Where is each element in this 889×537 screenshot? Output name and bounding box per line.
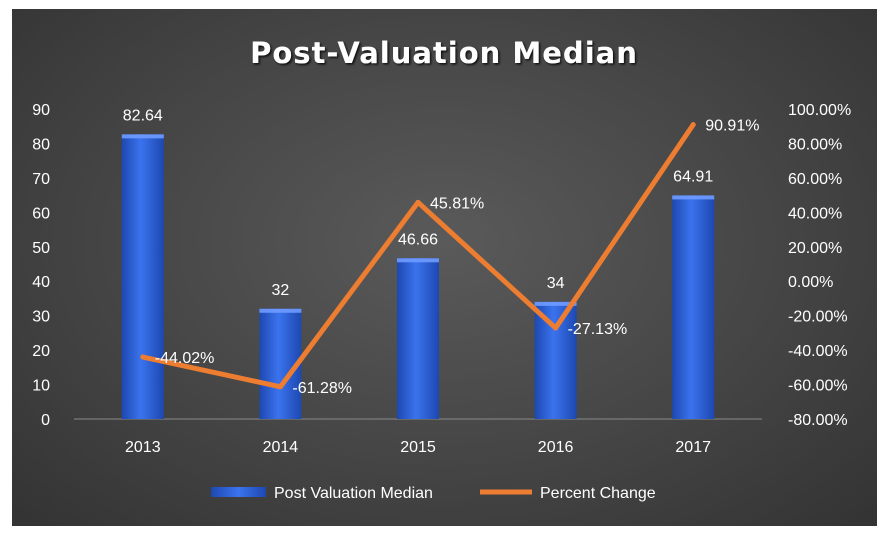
line-data-label: -44.02% [155,350,215,367]
bar-data-label: 34 [547,275,565,292]
legend-swatch-bar [211,487,266,497]
line-point [277,384,283,390]
left-axis-tick-label: 80 [32,136,50,153]
left-axis-tick-label: 60 [32,205,50,222]
line-point [553,325,559,331]
right-axis-tick-label: 60.00% [788,171,842,188]
left-axis-tick-label: 50 [32,240,50,257]
legend-label-bar: Post Valuation Median [274,485,433,502]
bar-data-label: 64.91 [673,168,713,185]
bar-top-highlight [534,301,577,306]
bar-top-highlight [121,134,164,139]
legend: Post Valuation Median Percent Change [211,485,656,502]
right-axis-tick-label: 40.00% [788,205,842,222]
bar-top-highlight [672,195,715,200]
left-axis-tick-label: 70 [32,171,50,188]
right-axis-tick-label: -40.00% [788,343,848,360]
x-axis-tick-label: 2014 [263,439,299,456]
line-data-label: 45.81% [430,195,484,212]
right-axis-tick-label: -20.00% [788,309,848,326]
x-axis-tick-label: 2017 [675,439,711,456]
x-axis-tick-label: 2015 [400,439,436,456]
chart-area: Post-Valuation Median 0 10 20 30 40 50 60 70 80 9… [12,9,877,526]
left-axis-tick-label: 90 [32,102,50,119]
combo-chart: Post-Valuation Median 0 10 20 30 40 50 60 70 80 9… [32,36,851,502]
left-axis-tick-label: 10 [32,378,50,395]
right-axis-tick-label: 0.00% [788,274,833,291]
right-axis-tick-label: -80.00% [788,412,848,429]
line-series [140,122,696,390]
x-axis-tick-label: 2013 [125,439,161,456]
line-point [140,354,146,360]
bar [397,258,439,419]
line-data-label: -61.28% [292,380,352,397]
left-axis-tick-label: 30 [32,309,50,326]
bar-top-highlight [397,258,439,263]
bar-data-label: 46.66 [398,231,438,248]
legend-label-line: Percent Change [540,485,656,502]
line-data-labels: -44.02% -61.28% 45.81% -27.13% 90.91% [155,118,760,397]
line-data-label: 90.91% [705,118,759,135]
line-point [415,199,421,205]
right-axis: -80.00% -60.00% -40.00% -20.00% 0.00% 20.00% 4… [788,102,851,429]
bar-data-label: 32 [272,282,290,299]
line-data-label: -27.13% [568,321,628,338]
left-axis-tick-label: 40 [32,274,50,291]
left-axis-tick-label: 20 [32,343,50,360]
x-axis-ticks: 2013 2014 2015 2016 2017 [125,439,711,456]
bar-data-label: 82.64 [123,107,163,124]
bar-series [121,134,715,419]
line-point [690,122,696,128]
left-axis: 0 10 20 30 40 50 60 70 80 90 [32,102,50,429]
right-axis-tick-label: 20.00% [788,240,842,257]
right-axis-tick-label: 80.00% [788,136,842,153]
right-axis-tick-label: 100.00% [788,102,851,119]
bar [672,195,715,419]
bar [534,301,577,419]
right-axis-tick-label: -60.00% [788,378,848,395]
chart-title: Post-Valuation Median [250,36,638,70]
bar-top-highlight [259,308,302,313]
bar-data-labels: 82.64 32 46.66 34 64.91 [123,107,714,298]
x-axis-tick-label: 2016 [538,439,574,456]
left-axis-tick-label: 0 [41,412,50,429]
bar [121,134,164,419]
